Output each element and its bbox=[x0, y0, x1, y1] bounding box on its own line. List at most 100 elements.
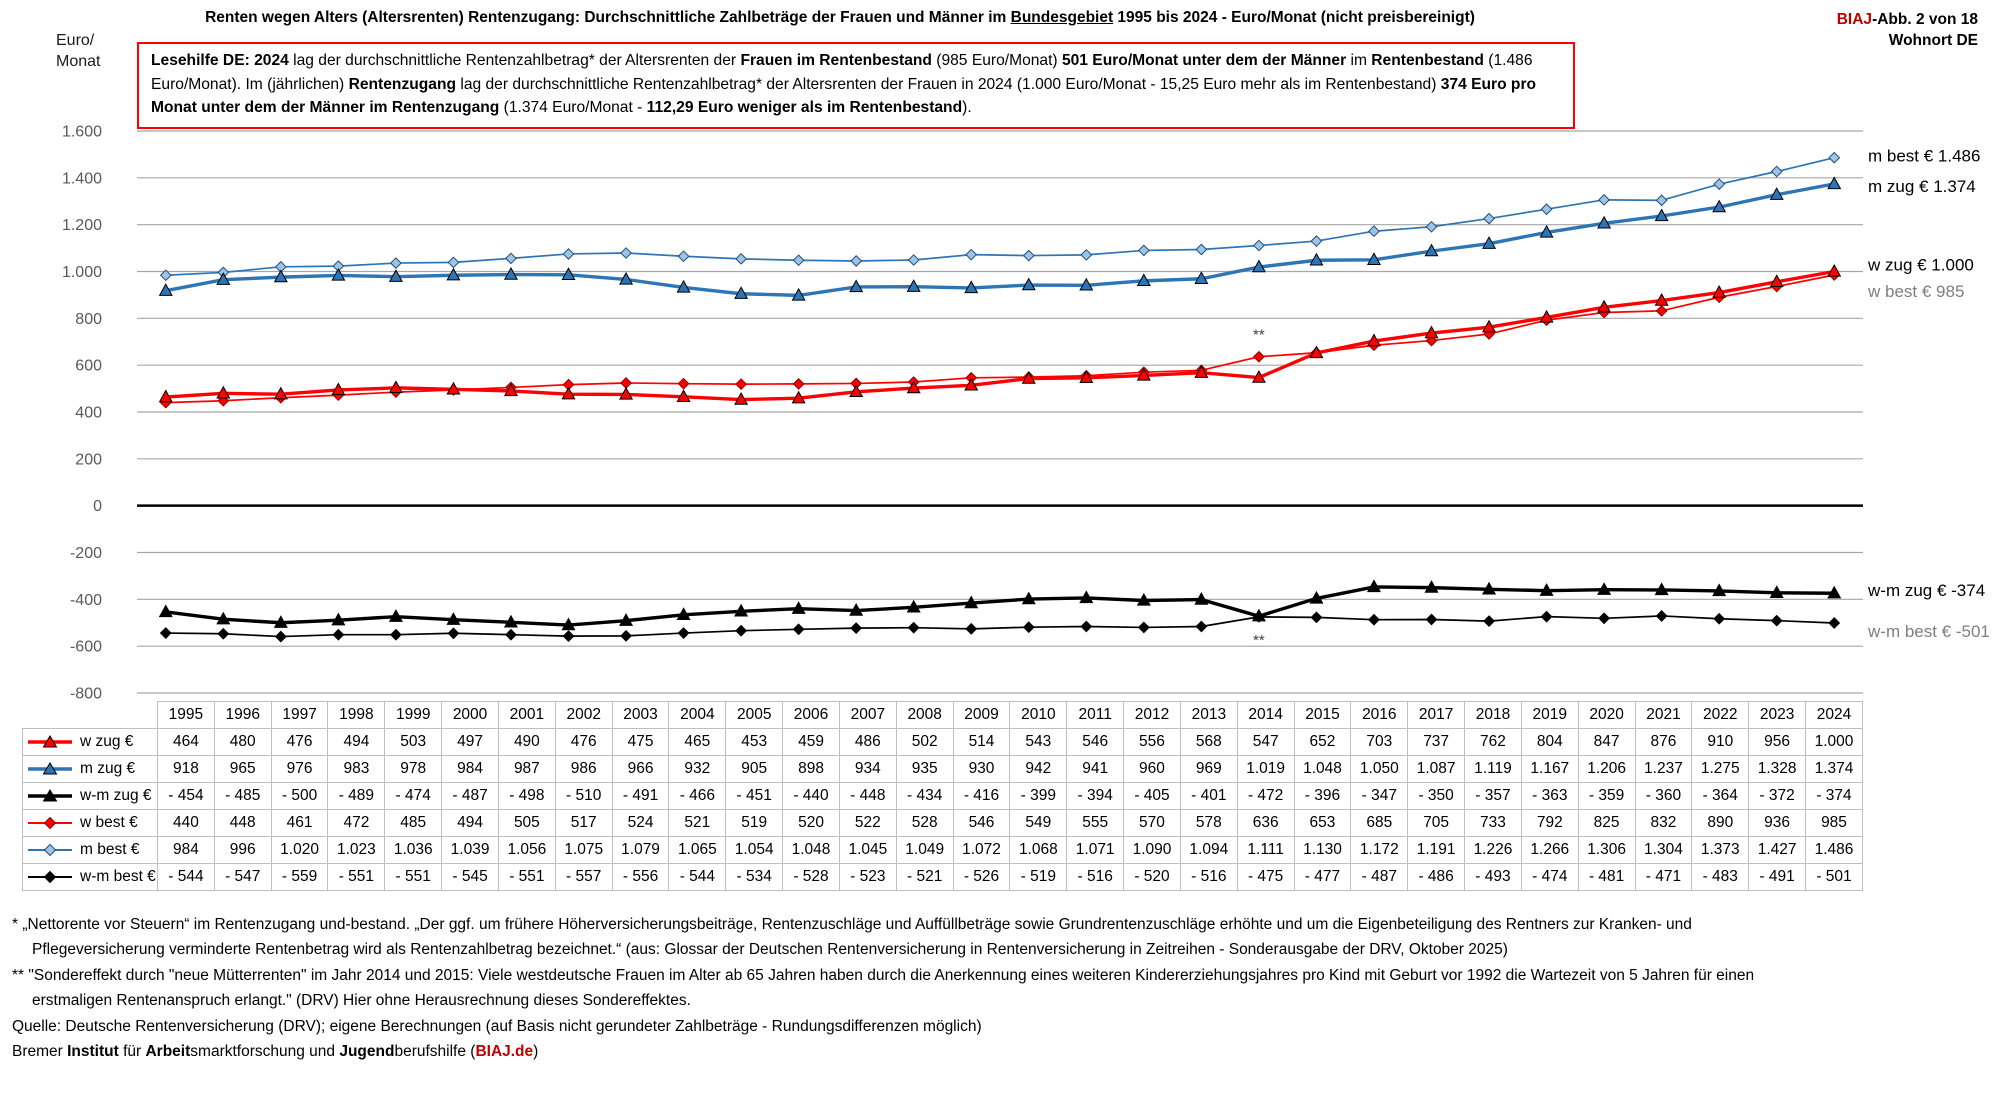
year-cell: 2011 bbox=[1066, 701, 1125, 729]
triangle-marker-m-zug bbox=[1482, 236, 1497, 249]
value-cell: - 526 bbox=[952, 863, 1011, 891]
triangle-marker-w-zug bbox=[1366, 333, 1381, 347]
value-cell: 737 bbox=[1407, 728, 1466, 756]
diamond-marker-m-best bbox=[1022, 249, 1035, 262]
value-cell: 1.075 bbox=[554, 836, 613, 864]
footnote-line-4: erstmaligen Rentenanspruch erlangt." (DR… bbox=[12, 988, 1988, 1013]
legend-w-best-icon bbox=[28, 816, 72, 830]
diamond-marker-w-m-best bbox=[735, 624, 748, 637]
value-cell: 1.048 bbox=[1293, 755, 1352, 783]
diamond-marker-m-best bbox=[1252, 239, 1265, 252]
value-cell: 983 bbox=[327, 755, 386, 783]
year-cell: 2021 bbox=[1634, 701, 1693, 729]
value-cell: - 374 bbox=[1805, 782, 1863, 810]
triangle-marker-w-zug bbox=[1539, 309, 1554, 323]
legend-marker bbox=[43, 843, 57, 857]
text-segment: 1995 bis 2024 - Euro/Monat bbox=[1113, 9, 1321, 26]
y-axis-tick: 600 bbox=[75, 358, 102, 375]
location-label: Wohnort DE bbox=[1888, 32, 1978, 49]
biaj-link[interactable]: BIAJ.de bbox=[475, 1043, 534, 1061]
footnote-line-1: * „Nettorente vor Steuern“ im Rentenzuga… bbox=[12, 912, 1988, 937]
triangle-marker-w-m-zug bbox=[964, 595, 979, 609]
value-cell: 890 bbox=[1691, 809, 1750, 837]
value-cell: - 405 bbox=[1123, 782, 1181, 810]
value-cell: 520 bbox=[782, 809, 840, 837]
legend-w-m-zug-icon bbox=[28, 789, 72, 802]
y-axis-tick: -600 bbox=[70, 639, 102, 656]
year-cell: 2005 bbox=[725, 701, 784, 729]
triangle-marker-w-m-zug bbox=[273, 615, 288, 628]
diamond-marker-m-best bbox=[792, 254, 805, 267]
value-cell: - 451 bbox=[725, 782, 784, 810]
diamond-marker-m-best bbox=[1540, 203, 1553, 216]
value-cell: 555 bbox=[1066, 809, 1125, 837]
diamond-marker-m-best bbox=[1713, 178, 1726, 191]
value-cell: 461 bbox=[270, 809, 329, 837]
value-cell: 1.065 bbox=[668, 836, 727, 864]
triangle-marker-m-zug bbox=[1654, 208, 1669, 222]
triangle-marker-w-zug bbox=[446, 381, 461, 395]
value-cell: 1.306 bbox=[1577, 836, 1636, 864]
series-line-m-best bbox=[165, 156, 1835, 277]
triangle-marker-w-m-zug bbox=[1597, 582, 1612, 595]
triangle-marker-m-zug bbox=[906, 279, 921, 292]
value-cell: 440 bbox=[157, 809, 215, 837]
value-cell: 546 bbox=[1066, 728, 1125, 756]
diamond-marker-w-m-best bbox=[620, 629, 632, 642]
legend-m-best-icon bbox=[28, 843, 72, 857]
value-cell: - 487 bbox=[1350, 863, 1409, 891]
triangle-marker-w-m-zug bbox=[1827, 585, 1842, 599]
triangle-marker-m-zug bbox=[1194, 271, 1209, 284]
legend-cell-w-m-zug: w-m zug € bbox=[22, 782, 158, 810]
value-cell: 996 bbox=[213, 836, 272, 864]
text-segment: * „Nettorente vor Steuern“ im Rentenzuga… bbox=[12, 916, 1692, 933]
triangle-marker-m-zug bbox=[619, 271, 634, 285]
triangle-marker-w-m-zug bbox=[1366, 579, 1381, 593]
y-axis-tick: -200 bbox=[70, 545, 102, 562]
value-cell: 517 bbox=[554, 809, 613, 837]
value-cell: 1.023 bbox=[327, 836, 386, 864]
triangle-marker-m-zug bbox=[388, 269, 403, 282]
page-title: Renten wegen Alters (Altersrenten) Rente… bbox=[0, 9, 1680, 27]
triangle-marker-w-m-zug bbox=[619, 613, 634, 626]
value-cell: 934 bbox=[838, 755, 897, 783]
text-segment: lag der durchschnittliche Rentenzahlbetr… bbox=[288, 52, 741, 69]
triangle-marker-w-m-zug bbox=[331, 612, 346, 626]
year-cell: 2002 bbox=[554, 701, 613, 729]
value-cell: 480 bbox=[213, 728, 272, 756]
value-cell: 985 bbox=[1805, 809, 1863, 837]
figure-reference: BIAJ-Abb. 2 von 18 bbox=[1837, 9, 1978, 30]
diamond-marker-m-best bbox=[1368, 225, 1380, 238]
value-cell: 956 bbox=[1748, 728, 1807, 756]
value-cell: 898 bbox=[782, 755, 840, 783]
text-segment: Rentenzugang bbox=[348, 75, 457, 93]
triangle-marker-m-zug bbox=[734, 286, 749, 299]
diamond-marker-m-best bbox=[1137, 244, 1150, 257]
value-cell: 494 bbox=[441, 809, 499, 837]
table-row-w-m-best: w-m best € - 544- 547- 559- 551- 551- 545… bbox=[22, 863, 1863, 891]
value-cell: 653 bbox=[1293, 809, 1352, 837]
diamond-marker-w-m-best bbox=[1540, 610, 1553, 623]
value-cell: 978 bbox=[384, 755, 443, 783]
triangle-marker-m-zug bbox=[1597, 215, 1612, 229]
diamond-marker-w-m-best bbox=[562, 630, 575, 643]
series-line-w-m-best bbox=[165, 615, 1835, 638]
value-cell: 1.068 bbox=[1009, 836, 1068, 864]
value-cell: 568 bbox=[1179, 728, 1238, 756]
diamond-marker-w-m-best bbox=[217, 627, 230, 640]
triangle-marker-w-m-zug bbox=[734, 603, 749, 617]
triangle-marker-w-zug bbox=[791, 390, 806, 404]
value-cell: 519 bbox=[725, 809, 784, 837]
value-cell: 546 bbox=[952, 809, 1011, 837]
value-cell: 969 bbox=[1179, 755, 1238, 783]
value-cell: - 528 bbox=[782, 863, 840, 891]
triangle-marker-w-zug bbox=[1309, 345, 1324, 359]
chart-canvas: 1.600 1.400 1.200 1.000 800 600 400 200 0 -200 -40… bbox=[62, 124, 1990, 701]
diamond-marker-w-best bbox=[1425, 334, 1438, 347]
series-label: w-m best € bbox=[80, 868, 156, 885]
diamond-marker-m-best bbox=[1770, 165, 1783, 178]
triangle-marker-w-zug bbox=[388, 380, 403, 394]
year-cell: 2001 bbox=[497, 701, 556, 729]
text-segment: ) bbox=[533, 1043, 539, 1061]
text-segment: (985 Euro/Monat) bbox=[931, 52, 1062, 69]
